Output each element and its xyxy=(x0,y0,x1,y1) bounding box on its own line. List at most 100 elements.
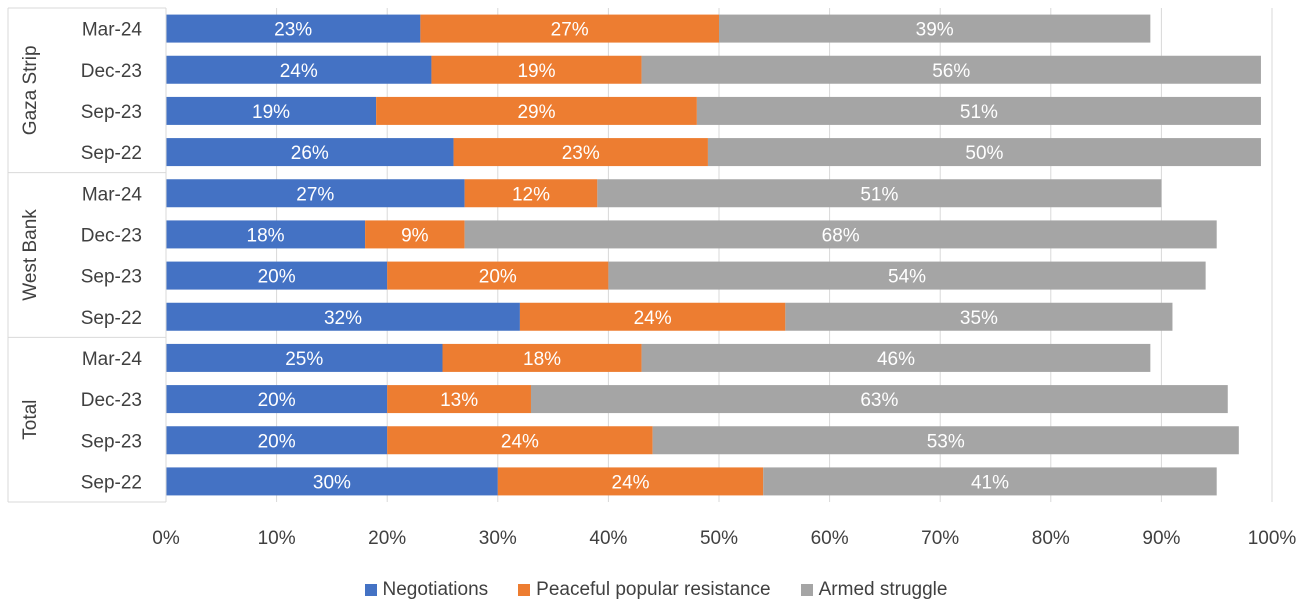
x-tick-label: 50% xyxy=(700,528,738,549)
data-labels: 23% 27% 39% 24% 19% 56% 19% 29% 51% 26% 23% 50% 27% 1… xyxy=(247,20,1010,494)
data-label: 23% xyxy=(562,143,600,164)
bar-segment xyxy=(420,14,719,43)
data-label: 27% xyxy=(296,184,334,205)
x-tick-label: 60% xyxy=(811,528,849,549)
bar-segment xyxy=(166,343,443,372)
y-tick-label: Mar-24 xyxy=(82,184,143,205)
data-label: 29% xyxy=(517,102,555,123)
bar-segment xyxy=(166,261,388,290)
bar-segment xyxy=(707,138,1261,167)
y-tick-label: Sep-23 xyxy=(81,431,142,452)
bar-segment xyxy=(166,220,366,249)
bar-segment xyxy=(166,302,520,331)
bar-segment xyxy=(166,179,465,208)
data-label: 41% xyxy=(971,472,1009,493)
group-label: Gaza Strip xyxy=(20,45,41,135)
data-label: 23% xyxy=(274,20,312,41)
bar-segment xyxy=(597,179,1162,208)
x-tick-label: 90% xyxy=(1142,528,1180,549)
x-tick-label: 40% xyxy=(589,528,627,549)
y-axis: Mar-24 Dec-23 Sep-23 Sep-22 Mar-24 Dec-23 Sep-… xyxy=(7,7,167,503)
data-label: 18% xyxy=(247,225,285,246)
x-tick-label: 10% xyxy=(258,528,296,549)
x-axis: 0% 10% 20% 30% 40% 50% 60% 70% 80% 90% 100% xyxy=(152,528,1296,549)
legend-item-negotiations: Negotiations xyxy=(364,579,489,601)
data-label: 39% xyxy=(916,20,954,41)
y-tick-label: Sep-22 xyxy=(81,308,142,329)
legend-item-peaceful-popular-resistance: Peaceful popular resistance xyxy=(518,579,771,601)
bar-segment xyxy=(530,385,1228,414)
legend-label: Peaceful popular resistance xyxy=(536,579,771,600)
legend: Negotiations Peaceful popular resistance… xyxy=(0,576,1312,604)
bar-segment xyxy=(166,55,432,84)
data-label: 32% xyxy=(324,308,362,329)
y-tick-label: Sep-22 xyxy=(81,143,142,164)
bar-segment xyxy=(464,220,1217,249)
data-label: 20% xyxy=(479,267,517,288)
x-tick-label: 20% xyxy=(368,528,406,549)
bar-segment xyxy=(365,220,465,249)
stacked-bar-chart: 23% 27% 39% 24% 19% 56% 19% 29% 51% 26% 23% 50% 27% 1… xyxy=(7,7,1296,549)
bars xyxy=(166,14,1261,496)
bar-segment xyxy=(166,467,498,496)
bar-segment xyxy=(464,179,598,208)
bar-segment xyxy=(431,55,642,84)
data-label: 20% xyxy=(258,267,296,288)
data-label: 50% xyxy=(965,143,1003,164)
data-label: 25% xyxy=(285,349,323,370)
bar-segment xyxy=(387,261,609,290)
data-label: 13% xyxy=(440,390,478,411)
y-tick-label: Sep-22 xyxy=(81,472,142,493)
bar-segment xyxy=(608,261,1206,290)
data-label: 51% xyxy=(860,184,898,205)
y-tick-label: Dec-23 xyxy=(81,61,142,82)
y-tick-label: Dec-23 xyxy=(81,225,142,246)
bar-segment xyxy=(641,343,1151,372)
x-tick-label: 0% xyxy=(152,528,180,549)
bar-segment xyxy=(641,55,1261,84)
bar-segment xyxy=(519,302,786,331)
legend-swatch xyxy=(518,584,531,596)
y-tick-label: Mar-24 xyxy=(82,20,143,41)
data-label: 19% xyxy=(517,61,555,82)
legend-label: Negotiations xyxy=(382,579,489,600)
data-label: 56% xyxy=(932,61,970,82)
x-tick-label: 30% xyxy=(479,528,517,549)
bar-segment xyxy=(387,426,653,455)
bar-segment xyxy=(387,385,531,414)
data-label: 24% xyxy=(612,472,650,493)
bar-segment xyxy=(652,426,1239,455)
bar-segment xyxy=(166,385,388,414)
data-label: 54% xyxy=(888,267,926,288)
data-label: 18% xyxy=(523,349,561,370)
data-label: 12% xyxy=(512,184,550,205)
data-label: 20% xyxy=(258,431,296,452)
data-label: 30% xyxy=(313,472,351,493)
data-label: 19% xyxy=(252,102,290,123)
data-label: 63% xyxy=(860,390,898,411)
gridlines xyxy=(165,8,1273,502)
y-tick-label: Sep-23 xyxy=(81,267,142,288)
data-label: 68% xyxy=(822,225,860,246)
group-label: Total xyxy=(20,400,41,440)
data-label: 27% xyxy=(551,20,589,41)
bar-segment xyxy=(166,138,454,167)
bar-segment xyxy=(442,343,642,372)
data-label: 24% xyxy=(634,308,672,329)
data-label: 24% xyxy=(501,431,539,452)
x-tick-label: 80% xyxy=(1032,528,1070,549)
bar-segment xyxy=(166,426,388,455)
bar-segment xyxy=(166,96,377,125)
data-label: 35% xyxy=(960,308,998,329)
y-tick-label: Dec-23 xyxy=(81,390,142,411)
legend-swatch xyxy=(800,584,813,596)
bar-segment xyxy=(166,14,421,43)
group-label: West Bank xyxy=(20,209,41,301)
bar-segment xyxy=(719,14,1151,43)
y-tick-label: Mar-24 xyxy=(82,349,143,370)
bar-segment xyxy=(497,467,764,496)
x-tick-label: 70% xyxy=(921,528,959,549)
bar-segment xyxy=(696,96,1261,125)
data-label: 20% xyxy=(258,390,296,411)
legend-item-armed-struggle: Armed struggle xyxy=(800,579,947,601)
